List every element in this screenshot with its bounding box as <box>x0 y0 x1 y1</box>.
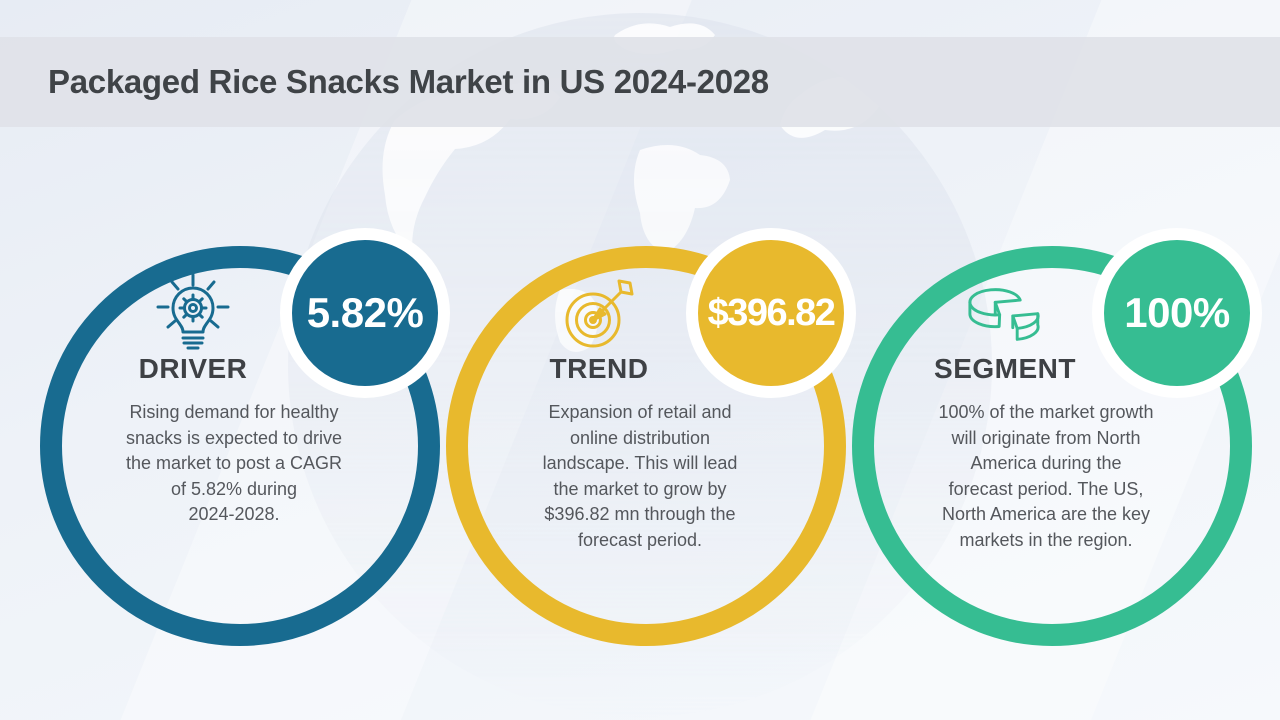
segment-stat-value: 100% <box>1124 289 1230 336</box>
driver-card: 5.82% DRIVER <box>28 228 452 658</box>
driver-ring <box>40 246 440 646</box>
trend-description: Expansion of retail and online distribut… <box>542 402 738 550</box>
segment-title: SEGMENT <box>934 353 1076 384</box>
trend-stat-value: $396.82 <box>707 291 836 334</box>
trend-card: $396.82 TREND Expansion of retail and on… <box>434 228 858 658</box>
header-band: Packaged Rice Snacks Market in US 2024-2… <box>0 37 1280 127</box>
driver-title: DRIVER <box>138 353 248 384</box>
target-arrow-icon <box>560 274 638 354</box>
trend-ring <box>446 246 846 646</box>
segment-description: 100% of the market growth will originate… <box>938 402 1154 550</box>
driver-stat-value: 5.82% <box>306 289 424 336</box>
pie-chart-icon <box>966 274 1044 354</box>
segment-card: 100% SEGMENT 100% of the market growth w… <box>840 228 1264 658</box>
lightbulb-gear-icon <box>154 274 232 354</box>
segment-ring <box>852 246 1252 646</box>
segment-stat-badge: 100% <box>1092 228 1262 398</box>
trend-title: TREND <box>549 353 649 384</box>
page-title: Packaged Rice Snacks Market in US 2024-2… <box>48 63 769 100</box>
driver-description: Rising demand for healthy snacks is expe… <box>125 402 343 524</box>
